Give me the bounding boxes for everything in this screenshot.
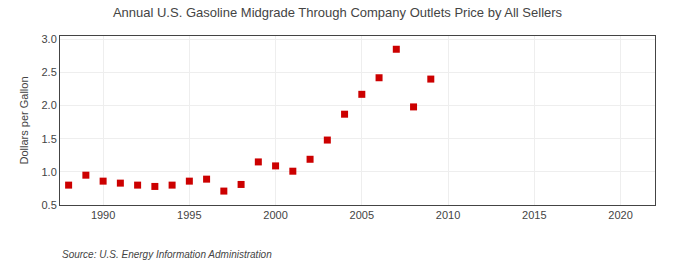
svg-text:2.5: 2.5	[42, 66, 57, 78]
svg-text:2010: 2010	[436, 209, 460, 221]
svg-text:3.0: 3.0	[42, 33, 57, 45]
svg-text:Dollars per Gallon: Dollars per Gallon	[18, 76, 30, 164]
svg-text:2.0: 2.0	[42, 99, 57, 111]
svg-text:Annual U.S. Gasoline Midgrade: Annual U.S. Gasoline Midgrade Through Co…	[113, 5, 563, 20]
svg-text:2015: 2015	[522, 209, 546, 221]
svg-text:1.5: 1.5	[42, 133, 57, 145]
svg-text:1.0: 1.0	[42, 166, 57, 178]
svg-text:2005: 2005	[350, 209, 374, 221]
svg-text:1995: 1995	[177, 209, 201, 221]
svg-text:2020: 2020	[608, 209, 632, 221]
svg-text:1990: 1990	[91, 209, 115, 221]
svg-text:2000: 2000	[263, 209, 287, 221]
svg-text:0.5: 0.5	[42, 199, 57, 211]
svg-text:Source: U.S. Energy Informatio: Source: U.S. Energy Information Administ…	[62, 249, 272, 260]
